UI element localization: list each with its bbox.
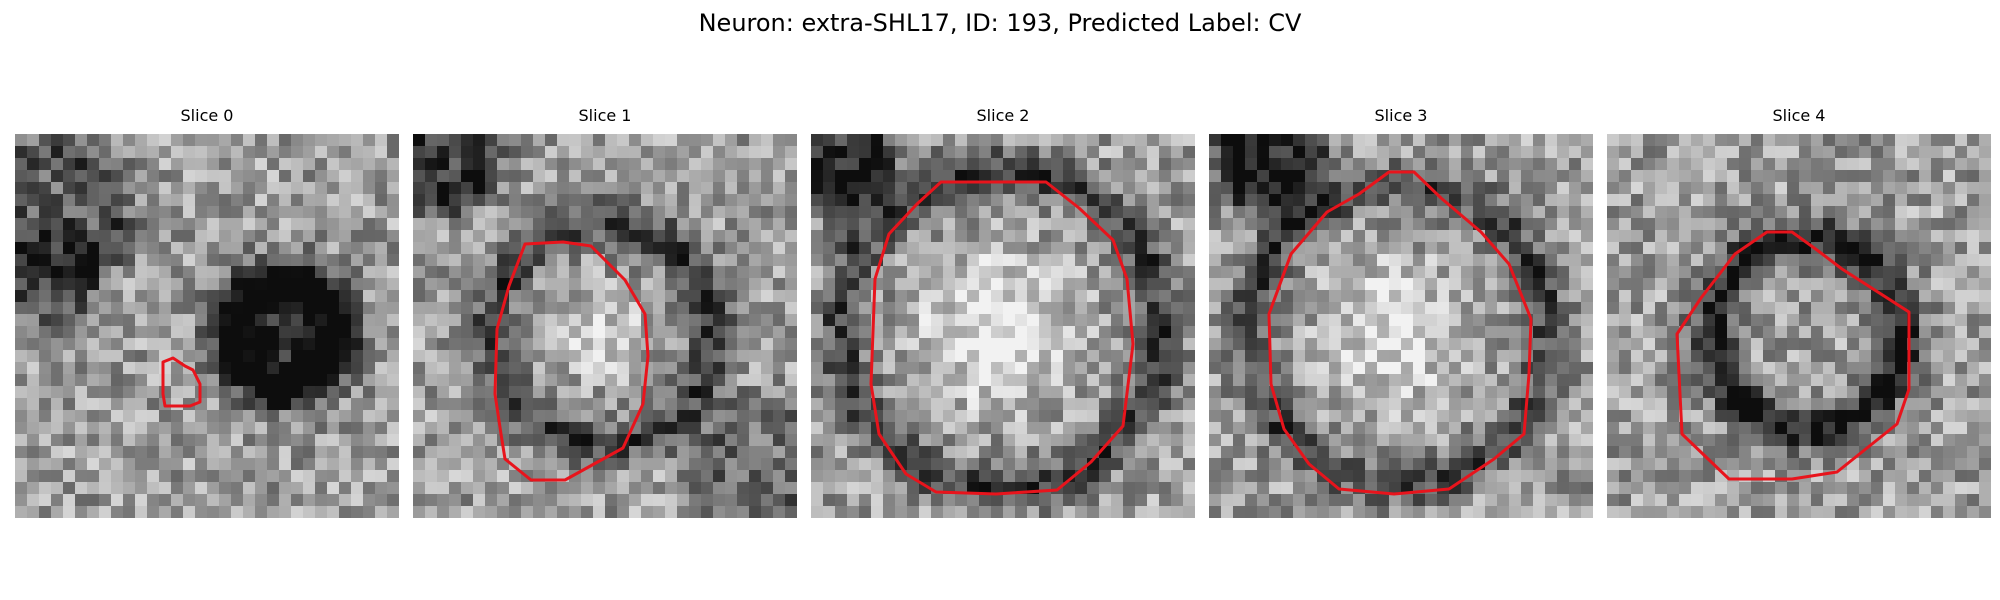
slice-title-0: Slice 0: [180, 106, 234, 125]
slice-image-4: [1607, 134, 1991, 518]
slice-panel-2: Slice 2: [811, 106, 1195, 518]
contour-0: [161, 356, 202, 408]
slice-panel-3: Slice 3: [1209, 106, 1593, 518]
slice-image-2: [811, 134, 1195, 518]
contour-3: [1267, 170, 1533, 496]
slice-image-1: [413, 134, 797, 518]
noise-grid-4: [1607, 134, 1991, 518]
slice-title-4: Slice 4: [1772, 106, 1826, 125]
figure-title: Neuron: extra-SHL17, ID: 193, Predicted …: [698, 9, 1302, 37]
slice-title-3: Slice 3: [1374, 106, 1428, 125]
noise-grid-3: [1209, 134, 1593, 518]
slice-image-0: [15, 134, 399, 518]
slice-panel-0: Slice 0: [15, 106, 399, 518]
contour-2: [869, 180, 1135, 496]
slice-title-2: Slice 2: [976, 106, 1030, 125]
slice-panel-1: Slice 1: [413, 106, 797, 518]
contour-1: [493, 240, 650, 482]
contour-4: [1675, 230, 1911, 481]
slice-title-1: Slice 1: [578, 106, 632, 125]
noise-grid-1: [413, 134, 797, 518]
noise-grid-2: [811, 134, 1195, 518]
slice-image-3: [1209, 134, 1593, 518]
noise-grid-0: [15, 134, 399, 518]
slice-panel-4: Slice 4: [1607, 106, 1991, 518]
